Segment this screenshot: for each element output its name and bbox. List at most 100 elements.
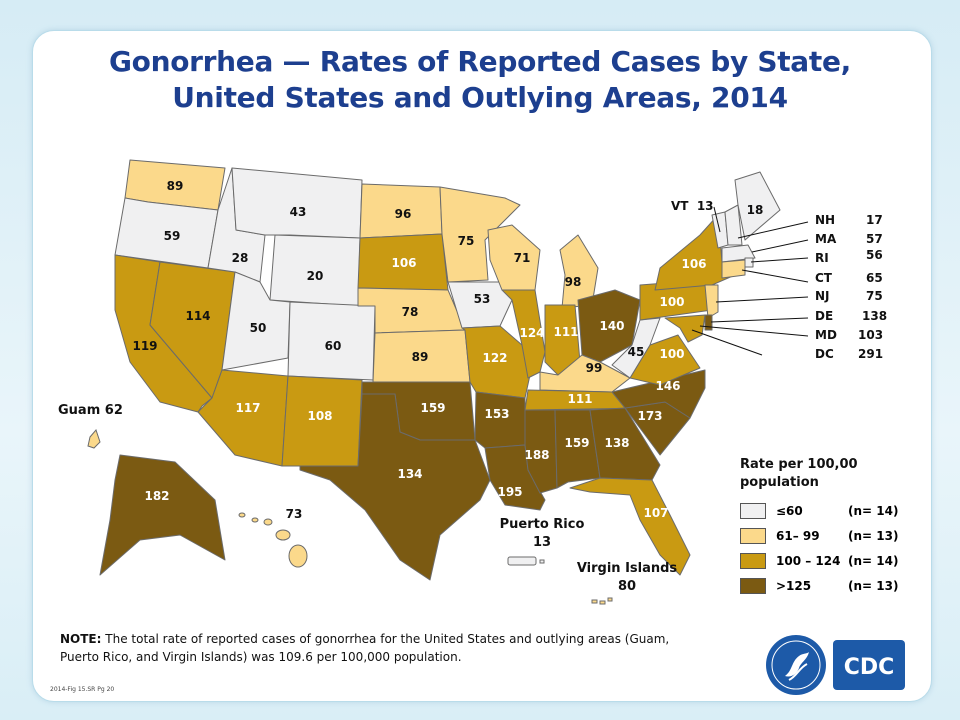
legend-item-count: (n= 14): [848, 554, 899, 568]
label-AZ: 117: [235, 401, 260, 415]
state-AL: [554, 409, 601, 489]
callout-md-abbr: MD: [815, 328, 837, 342]
legend-item: >125 (n= 13): [740, 577, 930, 595]
label-KY: 99: [586, 361, 603, 375]
callout-nh-abbr: NH: [815, 213, 835, 227]
callout-nj-abbr: NJ: [815, 289, 830, 303]
state-IA: [447, 281, 513, 329]
callout-dc-abbr: DC: [815, 347, 834, 361]
callout-vt: VT 13: [671, 199, 714, 213]
legend-item-label: 61– 99: [776, 529, 820, 543]
legend-swatch: [740, 578, 766, 594]
state-NH: [724, 204, 743, 246]
callout-de-abbr: DE: [815, 309, 833, 323]
title-line-1: Gonorrhea — Rates of Reported Cases by S…: [108, 45, 852, 78]
legend-swatch: [740, 503, 766, 519]
cdc-logo-text: CDC: [844, 655, 895, 680]
legend-item-label: >125: [776, 579, 812, 593]
state-MN: [439, 186, 521, 283]
legend-item-label: 100 – 124: [776, 554, 841, 568]
label-ME: 18: [747, 203, 764, 217]
callout-dc-value: 291: [858, 347, 883, 361]
label-OR: 59: [164, 229, 181, 243]
footnote: NOTE: The total rate of reported cases o…: [60, 630, 680, 666]
legend-title: Rate per 100,00 population: [740, 457, 858, 490]
label-WY: 20: [307, 269, 324, 283]
state-DE: [704, 314, 713, 331]
label-HI: 73: [286, 507, 303, 521]
map-title: Gonorrhea — Rates of Reported Cases by S…: [0, 44, 960, 116]
label-GA: 138: [604, 436, 629, 450]
label-AL: 159: [564, 436, 589, 450]
state-IL: [501, 289, 546, 379]
callout-nh-value: 17: [866, 213, 883, 227]
callout-nj-value: 75: [866, 289, 883, 303]
label-FL: 107: [643, 506, 668, 520]
legend: Rate per 100,00 population ≤60 (n= 14) 6…: [740, 456, 930, 602]
state-CT: [721, 259, 746, 279]
state-FL: [569, 477, 691, 576]
territory-label-guam: Guam 62: [58, 403, 123, 418]
callout-ri-value: 56: [866, 248, 883, 262]
label-ID: 28: [232, 251, 249, 265]
footnote-text: The total rate of reported cases of gono…: [60, 632, 670, 664]
callout-ct-abbr: CT: [815, 271, 833, 285]
label-ND: 96: [395, 207, 412, 221]
legend-item: 100 – 124 (n= 14): [740, 552, 930, 570]
legend-item-count: (n= 13): [848, 529, 899, 543]
legend-item-count: (n= 13): [848, 579, 899, 593]
label-WI: 71: [514, 251, 531, 265]
label-MI: 98: [565, 275, 582, 289]
callout-ct-value: 65: [866, 271, 883, 285]
label-MN: 75: [458, 234, 475, 248]
territory-label-puerto-rico: Puerto Rico: [500, 517, 585, 532]
state-RI: [744, 257, 754, 268]
label-NE: 78: [402, 305, 419, 319]
label-TN: 111: [567, 392, 592, 406]
legend-swatch: [740, 528, 766, 544]
legend-item-count: (n= 14): [848, 504, 899, 518]
footnote-prefix: NOTE:: [60, 632, 102, 646]
label-MS: 188: [524, 448, 549, 462]
state-MT: [231, 167, 363, 239]
callout-ma-abbr: MA: [815, 232, 837, 246]
cdc-logo-icon: [833, 640, 905, 690]
territory-value-virgin-islands: 80: [618, 579, 636, 594]
figure-id: 2014-Fig 15.SR Pg 20: [50, 686, 115, 693]
territory-virgin-islands: [591, 597, 613, 605]
label-IN: 111: [553, 325, 578, 339]
state-ME: [734, 171, 781, 241]
state-AK: [99, 454, 226, 576]
state-HI: [238, 512, 308, 568]
callout-md-value: 103: [858, 328, 883, 342]
label-AK: 182: [144, 489, 169, 503]
label-CA: 119: [132, 339, 157, 353]
label-IA: 53: [474, 292, 491, 306]
legend-swatch: [740, 553, 766, 569]
label-SD: 106: [391, 256, 416, 270]
territory-puerto-rico: [507, 556, 545, 566]
callout-ma-value: 57: [866, 232, 883, 246]
state-NC: [611, 369, 706, 419]
label-OH: 140: [599, 319, 624, 333]
label-SC: 173: [637, 409, 662, 423]
label-UT: 50: [250, 321, 267, 335]
label-VA: 100: [659, 347, 684, 361]
label-WV: 45: [628, 345, 645, 359]
legend-item: 61– 99 (n= 13): [740, 527, 930, 545]
state-GA: [589, 407, 661, 481]
state-NJ: [704, 284, 719, 319]
legend-item: ≤60 (n= 14): [740, 502, 930, 520]
label-TX: 134: [397, 467, 422, 481]
label-NV: 114: [185, 309, 210, 323]
label-AR: 153: [484, 407, 509, 421]
label-CO: 60: [325, 339, 342, 353]
label-KS: 89: [412, 350, 429, 364]
callout-lines: [691, 206, 809, 356]
label-LA: 195: [497, 485, 522, 499]
label-MT: 43: [290, 205, 307, 219]
label-OK: 159: [420, 401, 445, 415]
label-IL: 124: [519, 326, 544, 340]
state-MD: [664, 314, 706, 343]
